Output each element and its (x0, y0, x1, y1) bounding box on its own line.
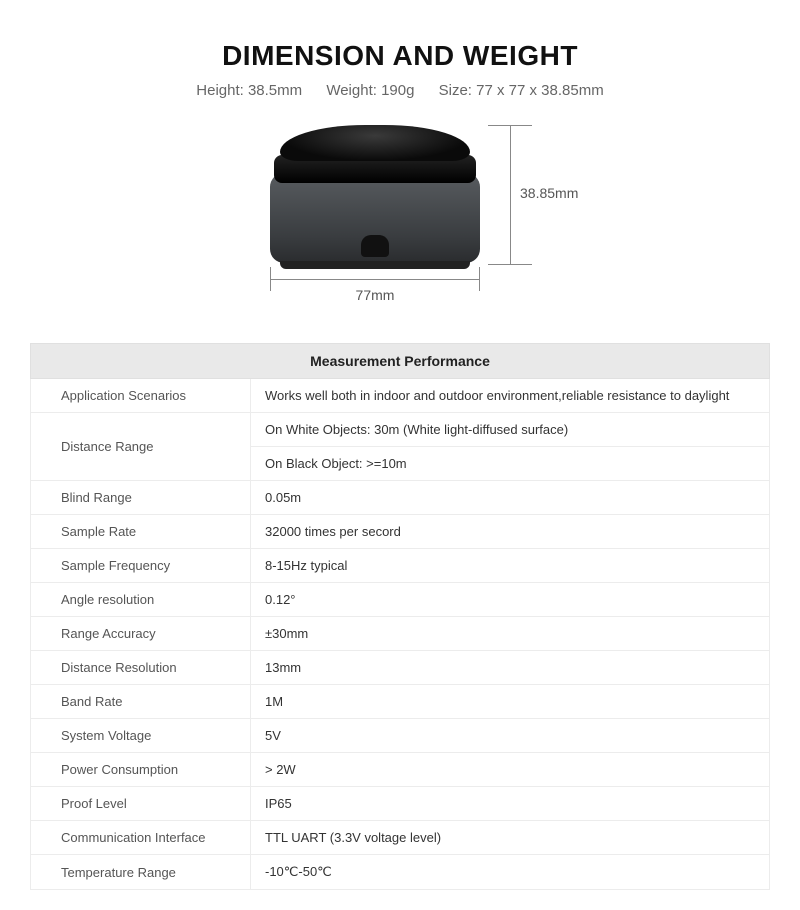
table-row: Proof LevelIP65 (31, 787, 770, 821)
spec-value: -10℃-50℃ (251, 855, 770, 890)
spec-value: 0.12° (251, 583, 770, 617)
table-header: Measurement Performance (31, 344, 770, 379)
table-row: Blind Range0.05m (31, 481, 770, 515)
spec-value: On White Objects: 30m (White light-diffu… (251, 413, 770, 447)
dimension-diagram: 77mm 38.85mm (30, 117, 770, 317)
spec-key: Temperature Range (31, 855, 251, 890)
dimension-summary: Height: 38.5mm Weight: 190g Size: 77 x 7… (30, 82, 770, 99)
height-label: 38.85mm (520, 185, 578, 201)
table-row: Power Consumption> 2W (31, 753, 770, 787)
spec-key: System Voltage (31, 719, 251, 753)
spec-value: 13mm (251, 651, 770, 685)
spec-value: 8-15Hz typical (251, 549, 770, 583)
summary-weight: Weight: 190g (326, 82, 414, 99)
spec-key: Communication Interface (31, 821, 251, 855)
spec-value: 32000 times per secord (251, 515, 770, 549)
table-row: Distance RangeOn White Objects: 30m (Whi… (31, 413, 770, 447)
spec-value: 0.05m (251, 481, 770, 515)
spec-key: Application Scenarios (31, 379, 251, 413)
summary-size: Size: 77 x 77 x 38.85mm (439, 82, 604, 99)
table-row: Application ScenariosWorks well both in … (31, 379, 770, 413)
spec-key: Band Rate (31, 685, 251, 719)
spec-key: Power Consumption (31, 753, 251, 787)
spec-value: TTL UART (3.3V voltage level) (251, 821, 770, 855)
width-label: 77mm (270, 287, 480, 303)
table-row: Range Accuracy±30mm (31, 617, 770, 651)
table-row: Temperature Range-10℃-50℃ (31, 855, 770, 890)
height-dimension-line (510, 125, 511, 265)
spec-value: > 2W (251, 753, 770, 787)
table-row: Sample Frequency8-15Hz typical (31, 549, 770, 583)
spec-key: Proof Level (31, 787, 251, 821)
spec-key: Sample Frequency (31, 549, 251, 583)
spec-table: Measurement Performance Application Scen… (30, 343, 770, 890)
spec-value: On Black Object: >=10m (251, 447, 770, 481)
spec-value: 5V (251, 719, 770, 753)
table-row: Communication InterfaceTTL UART (3.3V vo… (31, 821, 770, 855)
spec-key: Range Accuracy (31, 617, 251, 651)
spec-key: Angle resolution (31, 583, 251, 617)
spec-key: Distance Range (31, 413, 251, 481)
spec-value: ±30mm (251, 617, 770, 651)
spec-key: Sample Rate (31, 515, 251, 549)
spec-key: Blind Range (31, 481, 251, 515)
summary-height: Height: 38.5mm (196, 82, 302, 99)
product-illustration (270, 125, 480, 265)
table-row: Angle resolution0.12° (31, 583, 770, 617)
spec-value: IP65 (251, 787, 770, 821)
spec-value: Works well both in indoor and outdoor en… (251, 379, 770, 413)
table-row: Band Rate1M (31, 685, 770, 719)
spec-value: 1M (251, 685, 770, 719)
width-dimension-line (270, 279, 480, 280)
table-row: System Voltage5V (31, 719, 770, 753)
spec-key: Distance Resolution (31, 651, 251, 685)
table-row: Sample Rate32000 times per secord (31, 515, 770, 549)
table-row: Distance Resolution13mm (31, 651, 770, 685)
page-title: DIMENSION AND WEIGHT (30, 40, 770, 72)
